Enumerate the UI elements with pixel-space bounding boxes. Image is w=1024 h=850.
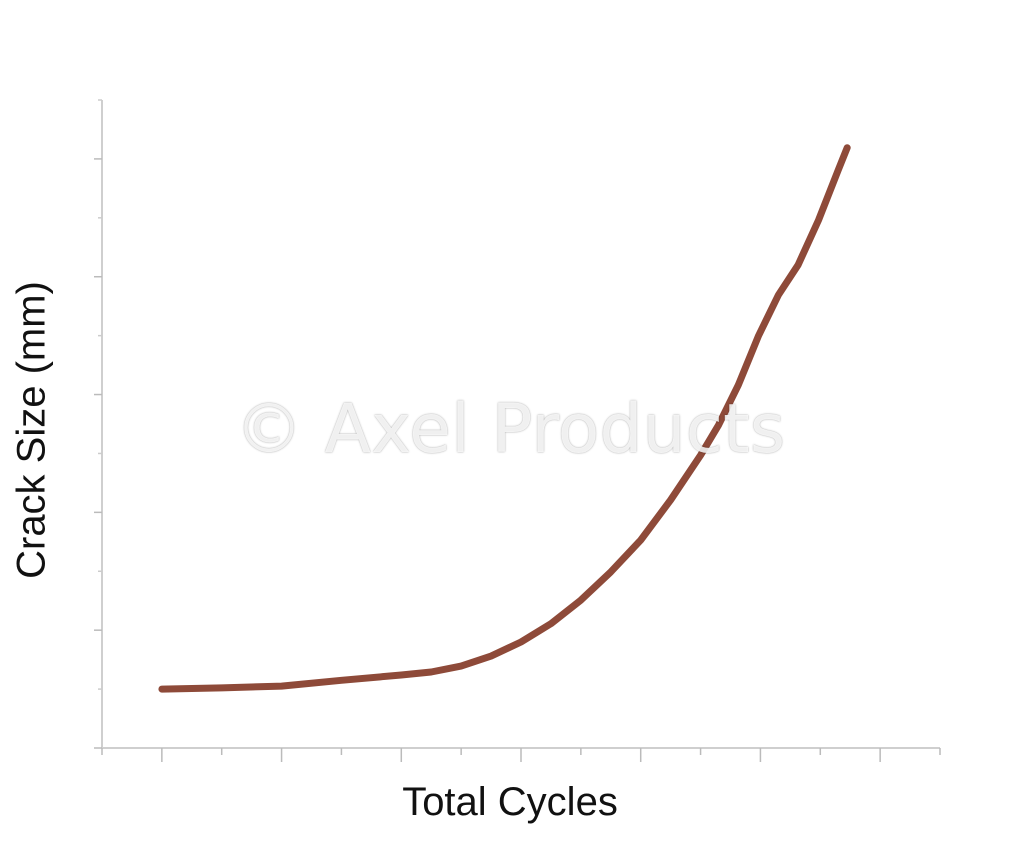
- watermark: © Axel Products: [234, 390, 786, 469]
- y-axis-label: Crack Size (mm): [9, 281, 54, 579]
- crack-growth-curve: [158, 144, 851, 693]
- x-axis-label: Total Cycles: [402, 780, 618, 824]
